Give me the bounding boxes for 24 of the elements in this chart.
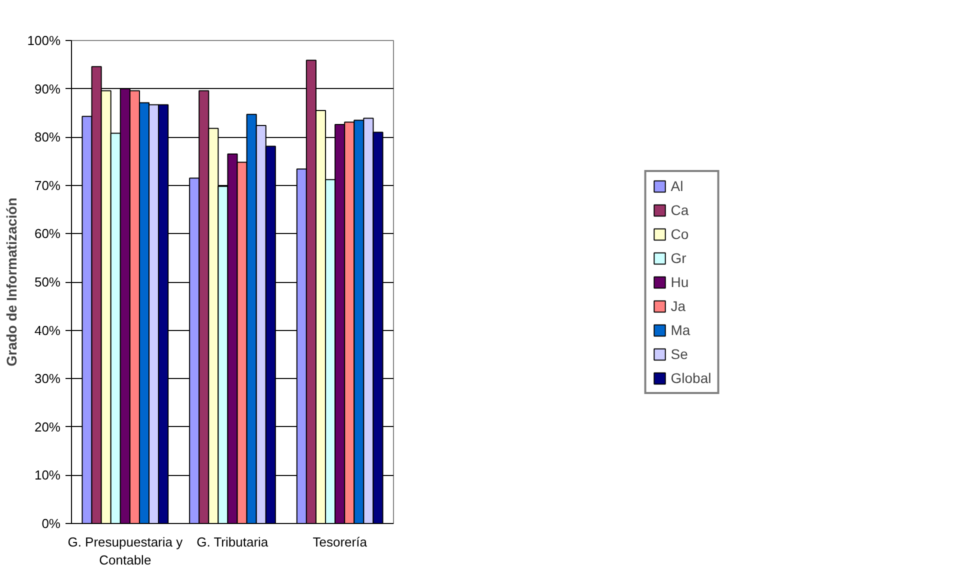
legend-label: Co (670, 226, 690, 242)
y-tick-label: 0% (42, 516, 61, 531)
y-tick-label: 70% (34, 178, 61, 193)
legend-label: Ja (670, 298, 687, 314)
y-tick-label: 30% (34, 371, 61, 386)
x-tick-label: G. Presupuestaria y Contable (68, 534, 184, 568)
y-tick-label: 100% (27, 33, 61, 48)
legend-label: Ma (670, 322, 691, 338)
y-tick-label: 10% (34, 468, 61, 483)
legend-label: Gr (670, 250, 688, 266)
y-tick-label: 60% (34, 226, 61, 242)
legend-label: Se (670, 346, 689, 362)
legend-label: Global (670, 370, 712, 386)
y-tick-label: 40% (34, 322, 61, 338)
x-tick-label: Tesorería (312, 534, 368, 550)
x-tick-label: G. Tributaria (196, 534, 269, 550)
y-tick-label: 50% (34, 274, 61, 290)
y-tick-label: 20% (34, 419, 61, 434)
legend-label: Al (670, 178, 684, 194)
legend-label: Hu (670, 274, 690, 290)
y-axis-title: Grado de Informatización (3, 198, 20, 366)
legend-label: Ca (670, 202, 690, 218)
y-tick-label: 80% (34, 130, 61, 145)
y-tick-label: 90% (34, 81, 61, 96)
